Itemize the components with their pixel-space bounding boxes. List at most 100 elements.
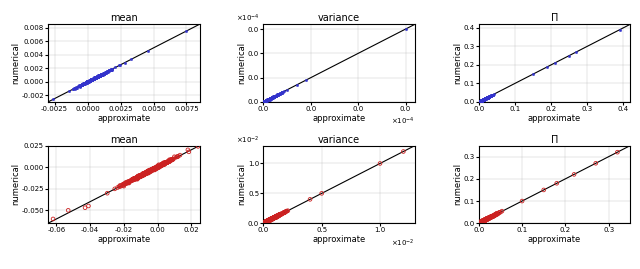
Point — [473, 100, 483, 104]
Point — [264, 218, 275, 222]
Point — [484, 215, 495, 220]
Point — [96, 72, 106, 77]
Point — [138, 172, 148, 176]
Point — [259, 100, 269, 104]
Point — [481, 218, 491, 222]
Point — [486, 93, 497, 97]
Point — [121, 181, 131, 185]
Point — [475, 100, 485, 104]
Point — [132, 175, 142, 179]
Point — [129, 177, 140, 181]
Point — [80, 81, 90, 86]
Point — [476, 98, 486, 103]
Point — [272, 213, 282, 218]
Point — [91, 75, 101, 80]
Point — [476, 99, 486, 103]
Point — [476, 99, 486, 104]
Point — [158, 162, 168, 166]
Point — [479, 97, 489, 102]
Point — [474, 100, 484, 104]
Point — [483, 217, 493, 221]
Point — [118, 184, 129, 188]
Point — [485, 94, 495, 98]
Point — [479, 97, 490, 101]
Point — [483, 216, 493, 221]
Point — [271, 93, 282, 97]
Point — [130, 176, 140, 180]
Point — [144, 169, 154, 174]
Point — [86, 78, 96, 82]
Point — [153, 165, 163, 170]
Point — [260, 220, 270, 225]
Point — [484, 216, 495, 220]
Point — [477, 98, 487, 103]
Point — [86, 78, 96, 82]
Point — [262, 98, 273, 102]
Point — [481, 96, 491, 101]
Point — [81, 80, 92, 84]
Point — [74, 84, 84, 89]
Point — [473, 221, 483, 225]
Point — [80, 80, 90, 85]
Point — [479, 218, 489, 222]
Point — [474, 221, 484, 226]
Point — [143, 171, 153, 175]
Point — [472, 221, 483, 226]
Point — [82, 80, 92, 84]
Point — [84, 78, 95, 83]
Point — [275, 212, 285, 217]
Point — [478, 97, 488, 102]
Point — [468, 102, 479, 107]
Point — [84, 78, 95, 83]
Point — [94, 73, 104, 78]
Point — [481, 96, 491, 100]
Point — [482, 95, 492, 100]
Point — [470, 223, 481, 227]
Point — [86, 78, 96, 82]
Point — [71, 86, 81, 90]
Point — [74, 84, 84, 89]
Point — [97, 72, 107, 76]
Point — [266, 96, 276, 100]
Point — [81, 81, 91, 85]
Point — [471, 101, 481, 105]
Point — [476, 99, 486, 103]
Point — [255, 223, 266, 227]
Point — [479, 218, 489, 222]
Point — [114, 185, 124, 189]
Point — [268, 95, 278, 99]
Point — [136, 174, 146, 178]
Point — [478, 97, 488, 102]
Point — [257, 101, 268, 105]
Point — [161, 161, 171, 166]
Point — [146, 168, 156, 172]
Point — [266, 96, 276, 100]
Point — [480, 96, 490, 101]
Point — [84, 79, 94, 83]
Point — [483, 217, 493, 221]
Point — [477, 98, 488, 102]
Point — [82, 81, 92, 85]
Point — [257, 100, 268, 105]
Point — [268, 217, 278, 221]
Point — [475, 99, 485, 104]
Point — [470, 101, 481, 106]
Point — [473, 100, 483, 104]
Point — [89, 77, 99, 81]
Point — [481, 96, 491, 100]
Point — [480, 218, 490, 222]
Point — [134, 174, 145, 178]
Point — [156, 164, 166, 168]
Point — [470, 223, 481, 227]
Point — [301, 78, 311, 82]
Point — [475, 221, 485, 225]
Point — [260, 99, 270, 103]
Point — [139, 172, 149, 176]
Point — [262, 98, 272, 102]
Point — [481, 96, 492, 100]
Point — [271, 214, 281, 219]
Point — [83, 79, 93, 84]
Point — [267, 217, 277, 221]
Point — [477, 220, 487, 224]
Point — [476, 221, 486, 225]
